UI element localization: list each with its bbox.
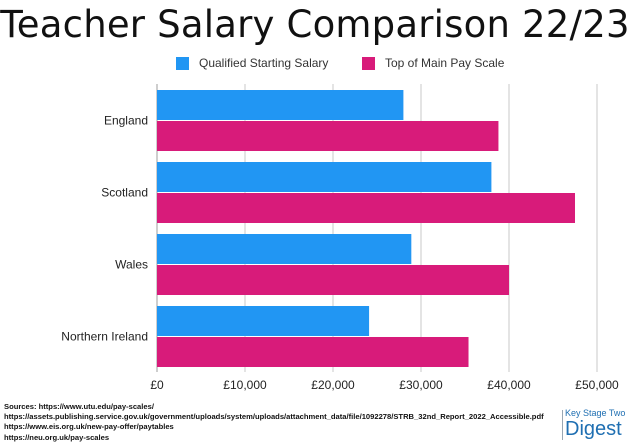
legend: Qualified Starting Salary Top of Main Pa… xyxy=(0,54,630,72)
x-tick-label: £50,000 xyxy=(575,378,619,392)
category-label: Northern Ireland xyxy=(61,330,148,344)
source-line: https://assets.publishing.service.gov.uk… xyxy=(4,412,544,422)
logo-divider xyxy=(562,410,563,440)
legend-label-top: Top of Main Pay Scale xyxy=(385,56,505,70)
category-label: England xyxy=(104,114,148,128)
x-tick-label: £10,000 xyxy=(223,378,267,392)
source-line: https://neu.org.uk/pay-scales xyxy=(4,432,110,442)
key-stage-two-digest-logo: Key Stage Two Digest xyxy=(562,408,627,444)
source-line: Sources: https://www.utu.edu/pay-scales/ xyxy=(4,402,154,411)
x-tick-label: £20,000 xyxy=(311,378,355,392)
bar-qualified-wales xyxy=(157,234,412,264)
chart-title: Teacher Salary Comparison 22/23 xyxy=(0,3,630,46)
legend-item-top: Top of Main Pay Scale xyxy=(362,54,504,72)
bar-chart: England Scotland Wales Northern Ireland £0 £1… xyxy=(61,84,619,392)
logo-line-2: Digest xyxy=(565,418,622,440)
bar-top-northern-ireland xyxy=(157,337,469,367)
legend-label-qualified: Qualified Starting Salary xyxy=(199,56,329,70)
category-label: Scotland xyxy=(101,186,148,200)
x-tick-label: £0 xyxy=(150,378,164,392)
logo-line-1: Key Stage Two xyxy=(565,408,626,418)
bar-top-scotland xyxy=(157,193,575,223)
category-label: Wales xyxy=(115,258,148,272)
bar-top-england xyxy=(157,121,499,151)
x-tick-label: £30,000 xyxy=(399,378,443,392)
bar-top-wales xyxy=(157,265,509,295)
legend-swatch-qualified xyxy=(176,56,189,70)
x-tick-label: £40,000 xyxy=(487,378,531,392)
legend-item-qualified: Qualified Starting Salary xyxy=(176,54,328,72)
legend-swatch-top xyxy=(362,56,375,70)
sources: Sources: https://www.utu.edu/pay-scales/… xyxy=(4,402,564,443)
bar-qualified-england xyxy=(157,90,404,120)
source-line: https://www.eis.org.uk/new-pay-offer/pay… xyxy=(4,422,174,432)
bar-qualified-northern-ireland xyxy=(157,306,370,336)
bar-qualified-scotland xyxy=(157,162,492,192)
